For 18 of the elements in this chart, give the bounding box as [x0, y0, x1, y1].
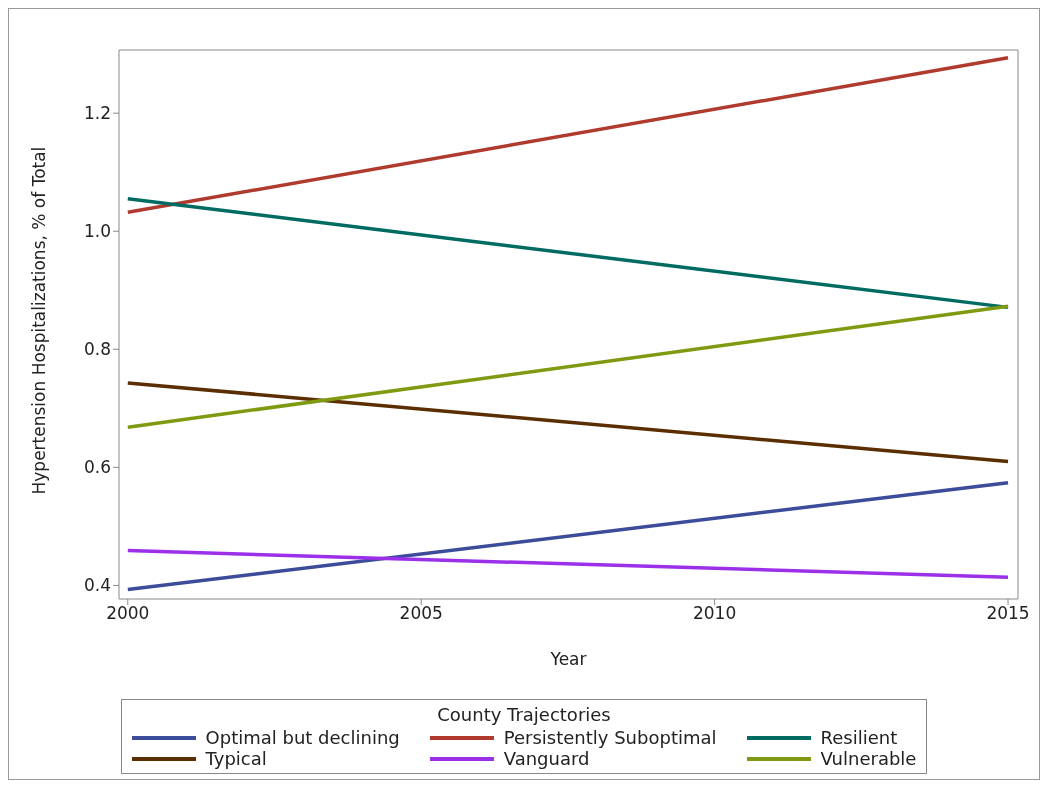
legend-title: County Trajectories [436, 704, 612, 725]
x-tick-label: 2015 [986, 603, 1030, 624]
y-tick-label: 1.0 [83, 221, 111, 242]
y-axis-title: Hypertension Hospitalizations, % of Total [29, 146, 50, 495]
x-tick-label: 2010 [692, 603, 737, 624]
legend-label: Optimal but declining [205, 727, 400, 748]
y-tick-label: 0.8 [83, 339, 111, 360]
legend-label: Resilient [820, 727, 898, 748]
x-tick-label: 2005 [399, 603, 443, 624]
y-tick-label: 1.2 [83, 103, 111, 124]
y-tick-label: 0.6 [83, 457, 111, 478]
legend-label: Typical [205, 748, 267, 769]
x-tick-label: 2000 [106, 603, 150, 624]
legend-label: Vanguard [503, 748, 590, 769]
y-tick-label: 0.4 [83, 575, 111, 596]
x-axis-title: Year [549, 649, 587, 669]
legend-label: Vulnerable [820, 748, 917, 769]
legend-label: Persistently Suboptimal [503, 727, 717, 748]
